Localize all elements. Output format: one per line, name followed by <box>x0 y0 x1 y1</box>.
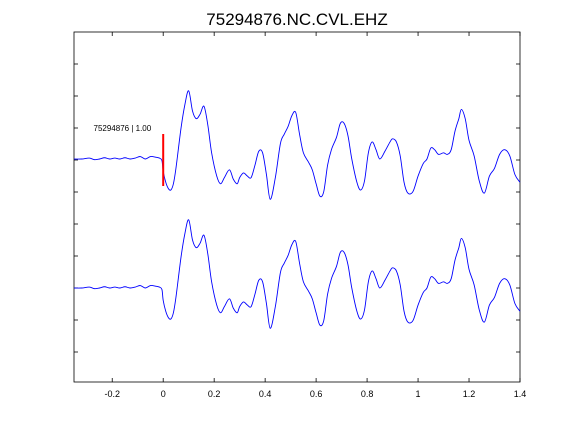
chart-title: 75294876.NC.CVL.EHZ <box>206 10 387 29</box>
x-tick-label: 0.4 <box>259 389 272 399</box>
plot-area <box>73 31 521 383</box>
waveform-trace-lower <box>73 219 521 329</box>
x-tick-label: 0 <box>161 389 166 399</box>
x-axis-tick-labels: -0.2 0 0.2 0.4 0.6 0.8 1 1.2 1.4 <box>104 389 526 399</box>
x-tick-label: 0.2 <box>208 389 221 399</box>
x-tick-label: 0.8 <box>361 389 374 399</box>
x-tick-label: 1.4 <box>514 389 527 399</box>
x-tick-label: 1.2 <box>463 389 476 399</box>
x-tick-label: -0.2 <box>104 389 120 399</box>
x-tick-label: 1 <box>416 389 421 399</box>
y-axis-ticks <box>74 63 520 353</box>
x-axis-ticks <box>111 32 521 382</box>
x-tick-label: 0.6 <box>310 389 323 399</box>
pick-label: 75294876 | 1.00 <box>94 124 152 133</box>
